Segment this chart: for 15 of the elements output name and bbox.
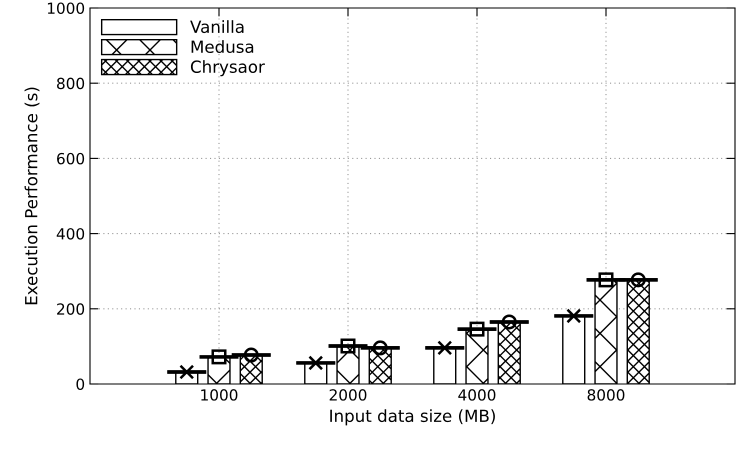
x-tick-label: 8000 — [588, 389, 624, 401]
x-axis-title: Input data size (MB) — [330, 409, 495, 426]
y-tick-label: 400 — [56, 228, 84, 240]
y-tick-label: 200 — [57, 303, 84, 315]
legend-label: Medusa — [192, 40, 254, 54]
x-tick-label: 1000 — [201, 389, 238, 401]
y-axis-title: Execution Performance (s) — [24, 88, 40, 304]
y-tick-label: 600 — [57, 152, 84, 164]
x-tick-label: 2000 — [330, 389, 366, 401]
y-tick-label: 800 — [57, 78, 84, 90]
legend-label: Vanilla — [190, 20, 244, 34]
y-tick-label: 0 — [76, 378, 84, 390]
y-tick-label: 1000 — [48, 2, 84, 14]
legend-label: Chrysaor — [190, 60, 265, 76]
x-tick-label: 4000 — [458, 389, 496, 401]
